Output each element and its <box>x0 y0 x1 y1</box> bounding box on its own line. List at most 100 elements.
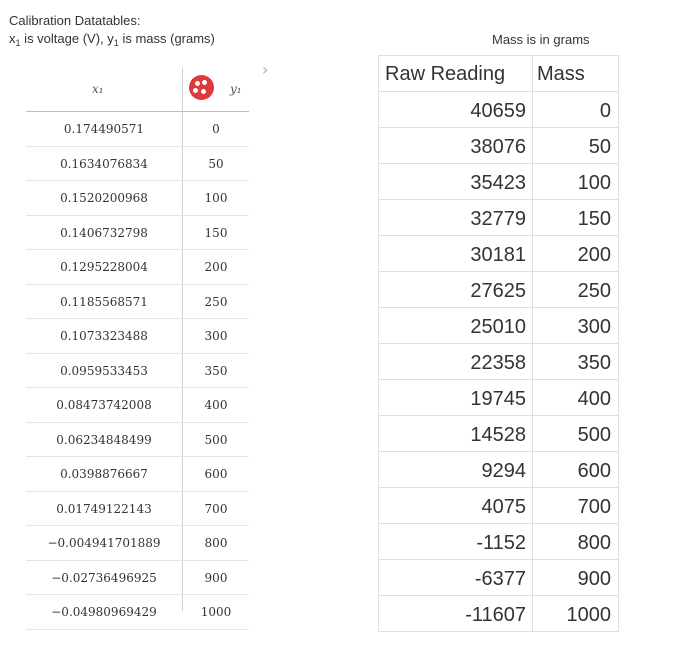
cell-raw-reading[interactable]: -11607 <box>378 596 533 631</box>
cell-y1[interactable]: 200 <box>204 260 228 274</box>
table-row: −0.04980969429 1000 <box>26 595 249 630</box>
cell-mass[interactable]: 500 <box>533 416 619 451</box>
table-body: 40659 0 38076 50 35423 100 32779 150 30181 200 276… <box>378 92 619 632</box>
cell-y1[interactable]: 150 <box>204 225 228 240</box>
table-row: −0.02736496925 900 <box>26 561 249 595</box>
cell-y1[interactable]: 50 <box>208 156 224 171</box>
cell-x1[interactable]: −0.04980969429 <box>51 605 157 619</box>
cell-mass[interactable]: 0 <box>533 92 619 127</box>
cell-raw-reading[interactable]: 30181 <box>378 236 533 271</box>
cell-y1[interactable]: 400 <box>204 398 228 412</box>
table-header: Raw Reading Mass <box>378 56 619 92</box>
header-raw-reading: Raw Reading <box>378 56 533 91</box>
table-row: 14528 500 <box>378 416 619 452</box>
caption-description: x1 is voltage (V), y1 is mass (grams) <box>9 30 215 49</box>
calibration-caption: Calibration Datatables: x1 is voltage (V… <box>9 12 215 49</box>
cell-raw-reading[interactable]: 40659 <box>378 92 533 127</box>
cell-y1[interactable]: 500 <box>204 432 228 447</box>
cell-mass[interactable]: 400 <box>533 380 619 415</box>
cell-raw-reading[interactable]: 9294 <box>378 452 533 487</box>
cell-mass[interactable]: 350 <box>533 344 619 379</box>
cell-mass[interactable]: 800 <box>533 524 619 559</box>
cell-y1[interactable]: 800 <box>204 536 228 550</box>
cell-y1[interactable]: 0 <box>212 122 220 136</box>
cell-x1[interactable]: 0.174490571 <box>63 122 145 136</box>
table-row: 19745 400 <box>378 380 619 416</box>
cell-raw-reading[interactable]: 35423 <box>378 164 533 199</box>
cell-raw-reading[interactable]: 4075 <box>378 488 533 523</box>
table-row: 9294 600 <box>378 452 619 488</box>
cell-mass[interactable]: 250 <box>533 272 619 307</box>
table-row: 0.0959533453 350 <box>26 354 249 388</box>
table-row: 0.08473742008 400 <box>26 388 249 423</box>
cell-raw-reading[interactable]: 25010 <box>378 308 533 343</box>
column-divider <box>182 68 183 611</box>
cell-y1[interactable]: 300 <box>204 329 228 343</box>
cell-y1[interactable]: 700 <box>204 501 228 516</box>
table-body: 0.174490571 0 0.1634076834 50 0.1520200968 10… <box>26 112 249 630</box>
cell-raw-reading[interactable]: -1152 <box>378 524 533 559</box>
caption-y-sub: 1 <box>113 38 119 48</box>
cell-mass[interactable]: 700 <box>533 488 619 523</box>
header-mass: Mass <box>533 56 619 91</box>
table-row: 30181 200 <box>378 236 619 272</box>
cell-y1[interactable]: 350 <box>204 363 228 378</box>
table-row: 0.1520200968 100 <box>26 181 249 216</box>
cell-raw-reading[interactable]: 38076 <box>378 128 533 163</box>
table-row: 40659 0 <box>378 92 619 128</box>
cell-raw-reading[interactable]: 22358 <box>378 344 533 379</box>
cell-mass[interactable]: 200 <box>533 236 619 271</box>
caption-x-sub: 1 <box>15 38 21 48</box>
caption-x-desc: is voltage (V), y <box>20 31 114 46</box>
cell-y1[interactable]: 250 <box>204 294 228 309</box>
cell-y1[interactable]: 900 <box>204 570 228 585</box>
cell-raw-reading[interactable]: -6377 <box>378 560 533 595</box>
cell-x1[interactable]: 0.0959533453 <box>60 363 148 378</box>
cell-mass[interactable]: 50 <box>533 128 619 163</box>
cell-x1[interactable]: 0.08473742008 <box>56 398 152 412</box>
cell-x1[interactable]: 0.1185568571 <box>60 294 148 309</box>
cell-mass[interactable]: 300 <box>533 308 619 343</box>
cell-x1[interactable]: 0.1520200968 <box>60 191 148 205</box>
cell-raw-reading[interactable]: 19745 <box>378 380 533 415</box>
cell-x1[interactable]: 0.1073323488 <box>60 329 148 343</box>
cell-x1[interactable]: −0.02736496925 <box>51 570 157 585</box>
cell-raw-reading[interactable]: 14528 <box>378 416 533 451</box>
cell-x1[interactable]: 0.1634076834 <box>60 156 148 171</box>
table-row: 4075 700 <box>378 488 619 524</box>
voltage-mass-table: x₁ y₁ 0.174490571 0 0.1634076834 50 0.152020… <box>26 68 249 630</box>
cell-raw-reading[interactable]: 27625 <box>378 272 533 307</box>
cell-y1[interactable]: 1000 <box>200 605 232 619</box>
cell-x1[interactable]: 0.01749122143 <box>56 501 152 516</box>
table-row: 0.1295228004 200 <box>26 250 249 285</box>
plot-toggle-icon[interactable] <box>189 75 214 100</box>
cell-mass[interactable]: 150 <box>533 200 619 235</box>
cell-x1[interactable]: 0.1406732798 <box>60 225 148 240</box>
table-row: −0.004941701889 800 <box>26 526 249 561</box>
cell-x1[interactable]: 0.06234848499 <box>56 432 152 447</box>
chevron-right-icon[interactable]: › <box>262 60 269 79</box>
table-row: 0.0398876667 600 <box>26 457 249 492</box>
cell-x1[interactable]: −0.004941701889 <box>47 536 161 550</box>
cell-y1[interactable]: 600 <box>204 467 228 481</box>
table-row: 32779 150 <box>378 200 619 236</box>
cell-mass[interactable]: 600 <box>533 452 619 487</box>
table-header: x₁ y₁ <box>26 68 249 112</box>
cell-mass[interactable]: 1000 <box>533 596 619 631</box>
cell-x1[interactable]: 0.0398876667 <box>60 467 148 481</box>
cell-mass[interactable]: 100 <box>533 164 619 199</box>
cell-raw-reading[interactable]: 32779 <box>378 200 533 235</box>
table-row: -1152 800 <box>378 524 619 560</box>
cell-x1[interactable]: 0.1295228004 <box>60 260 148 274</box>
caption-y-desc: is mass (grams) <box>118 31 215 46</box>
header-x1: x₁ <box>92 82 104 96</box>
table-row: 0.1185568571 250 <box>26 285 249 319</box>
table-row: 25010 300 <box>378 308 619 344</box>
table-row: 0.06234848499 500 <box>26 423 249 457</box>
table-row: 35423 100 <box>378 164 619 200</box>
header-y1: y₁ <box>230 82 242 96</box>
table-row: 0.01749122143 700 <box>26 492 249 526</box>
cell-y1[interactable]: 100 <box>204 191 228 205</box>
cell-mass[interactable]: 900 <box>533 560 619 595</box>
table-row: 38076 50 <box>378 128 619 164</box>
